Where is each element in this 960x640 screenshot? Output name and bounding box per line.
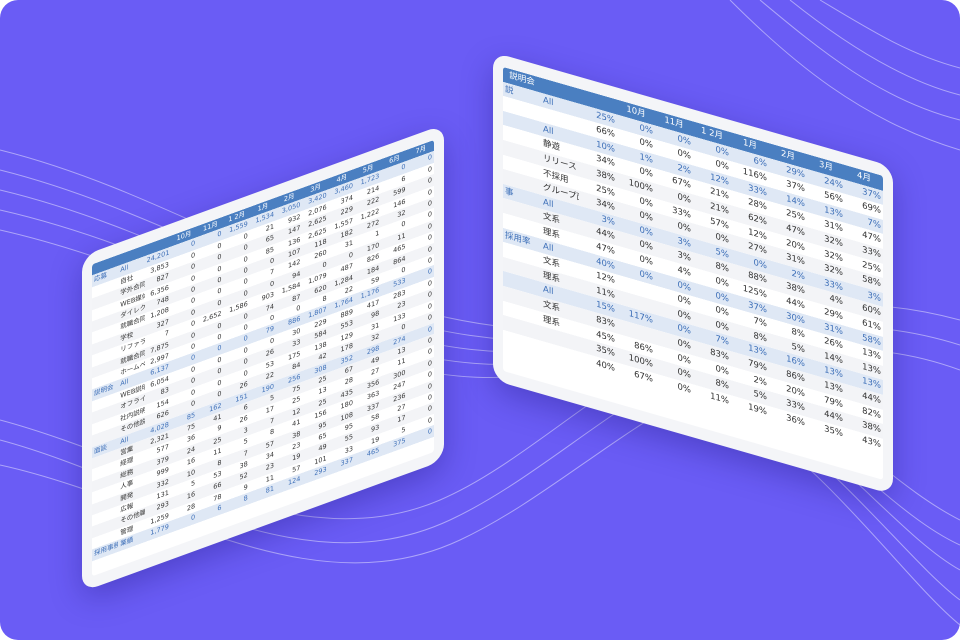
background: 10月 11月 1 2月 1月 2月 3月 4月 5月 6月 7月 応募 All 24,201 0 0 1,5… — [0, 0, 960, 640]
